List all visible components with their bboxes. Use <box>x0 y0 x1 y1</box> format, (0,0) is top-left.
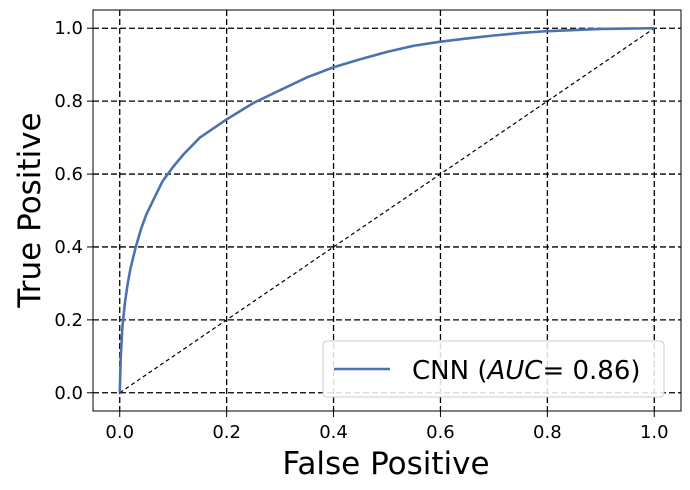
x-tick-label: 0.2 <box>212 422 241 443</box>
y-tick-label: 0.6 <box>54 164 83 185</box>
x-tick-label: 0.6 <box>426 422 455 443</box>
plot-frame <box>92 9 682 412</box>
x-tick-label: 0.4 <box>319 422 348 443</box>
x-tick-label: 1.0 <box>640 422 669 443</box>
x-tick-label: 0.8 <box>533 422 562 443</box>
y-tick-label: 1.0 <box>54 18 83 39</box>
legend: CNN (AUC= 0.86) <box>322 340 665 398</box>
y-tick-label: 0.0 <box>54 383 83 404</box>
legend-label-prefix: CNN ( <box>412 356 487 386</box>
y-tick-label: 0.8 <box>54 91 83 112</box>
legend-label-value: = 0.86) <box>542 356 640 386</box>
x-tick-label: 0.0 <box>105 422 134 443</box>
legend-label-auc: AUC <box>485 356 543 386</box>
chance-diagonal-line <box>119 27 655 394</box>
y-axis-title: True Positive <box>12 112 48 308</box>
y-tick-label: 0.2 <box>54 310 83 331</box>
legend-label-cnn: CNN (AUC= 0.86) <box>412 356 641 386</box>
roc-curve-cnn <box>118 26 655 393</box>
x-axis-ticks: 0.0 0.2 0.4 0.6 0.8 1.0 <box>105 411 669 443</box>
legend-box <box>322 340 665 398</box>
x-axis-title: False Positive <box>282 446 489 482</box>
y-tick-label: 0.4 <box>54 237 83 258</box>
y-axis-ticks: 0.0 0.2 0.4 0.6 0.8 1.0 <box>54 18 93 404</box>
